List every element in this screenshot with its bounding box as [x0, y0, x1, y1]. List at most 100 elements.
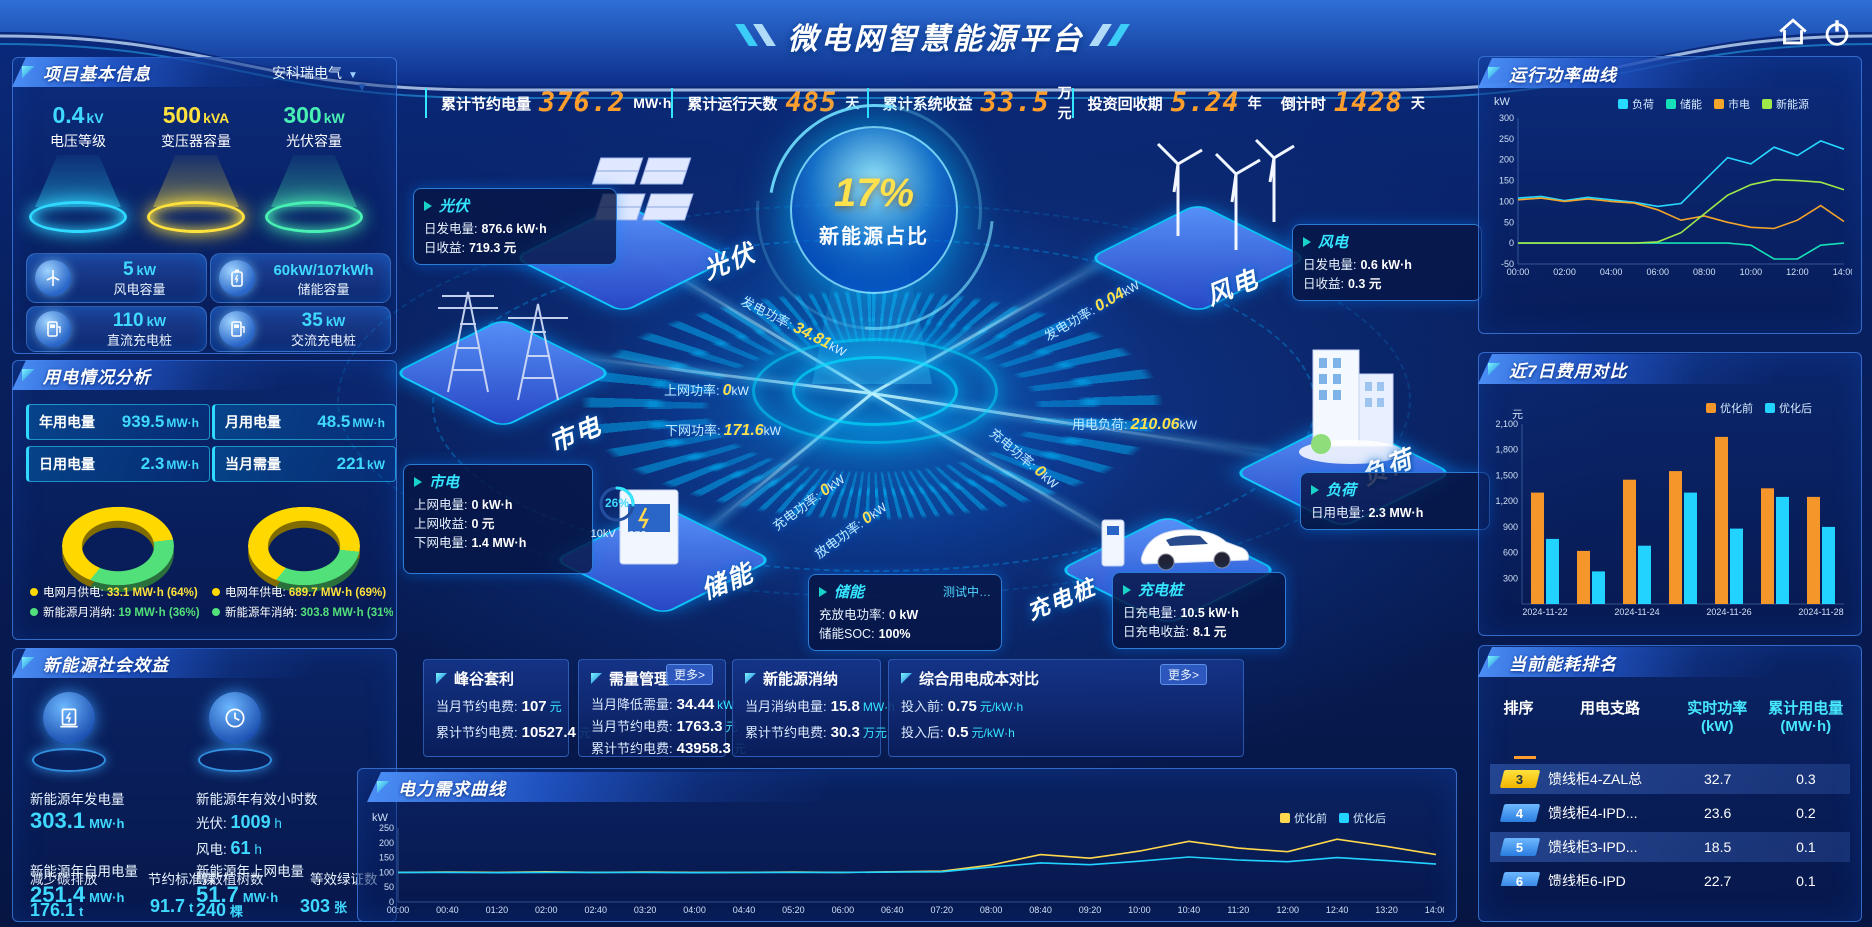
corner-icon — [591, 673, 602, 684]
svg-text:14:00: 14:00 — [1425, 905, 1444, 915]
svg-text:06:00: 06:00 — [1646, 267, 1669, 277]
legend-month-grid: 电网月供电: 33.1 MW·h (64%) — [30, 584, 210, 600]
demand-more-button[interactable]: 更多> — [666, 664, 714, 685]
svg-text:06:40: 06:40 — [881, 905, 904, 915]
grid-towers-graphic — [438, 291, 568, 401]
battery-icon — [219, 260, 255, 296]
svg-text:2024-11-24: 2024-11-24 — [1614, 607, 1659, 617]
hours-pedestal — [192, 692, 278, 772]
certs-value: 303 张 — [300, 896, 348, 916]
panel-corner-icon — [22, 66, 35, 79]
card-dc-charger: 110 kW 直流充电桩 — [26, 306, 207, 352]
card-wind-capacity: 5 kW 风电容量 — [26, 253, 207, 303]
stat-day-usage: 日用电量 2.3 MW·h — [26, 446, 210, 482]
kpi-income: 累计系统收益 33.5 万元 — [866, 85, 1072, 121]
panel-corner-icon — [22, 657, 35, 670]
panel-usage-title: 用电情况分析 — [43, 367, 151, 387]
legend-year-ne: 新能源年消纳: 303.8 MW·h (31%) — [212, 604, 393, 620]
run-power-unit: kW — [1494, 96, 1510, 108]
svg-text:10:40: 10:40 — [1178, 905, 1201, 915]
gen-year-value: 303.1 MW·h — [30, 808, 125, 833]
arrow-icon — [1311, 484, 1319, 495]
card-storage-capacity: 60kW/107kWh 储能容量 — [210, 253, 391, 303]
corner-icon — [745, 673, 756, 684]
svg-text:1,500: 1,500 — [1495, 470, 1518, 480]
svg-text:00:00: 00:00 — [387, 905, 410, 915]
table-row: 4 馈线柜4-IPD... 23.6 0.2 — [1490, 798, 1850, 828]
gen-year-label: 新能源年发电量 — [30, 792, 125, 807]
arrow-icon — [1123, 584, 1131, 595]
svg-text:06:00: 06:00 — [832, 905, 855, 915]
home-icon[interactable] — [1776, 16, 1810, 50]
svg-text:10:00: 10:00 — [1128, 905, 1151, 915]
demand-unit: kW — [372, 812, 388, 824]
cost-more-button[interactable]: 更多> — [1160, 664, 1208, 685]
table-row: 3 馈线柜4-ZAL总 32.7 0.3 — [1490, 764, 1850, 794]
wind-info-card: 风电 日发电量: 0.6 kW·h 日收益: 0.3 元 — [1292, 224, 1482, 301]
wind-turbine-icon — [35, 260, 71, 296]
ranking-rows: 3 馈线柜4-ZAL总 32.7 0.3 4 馈线柜4-IPD... 23.6 … — [1490, 764, 1850, 886]
svg-text:12:00: 12:00 — [1786, 267, 1809, 277]
stat-circle-pv: 300 kW 光伏容量 — [258, 102, 370, 233]
building-graphic — [1299, 349, 1403, 464]
svg-text:0: 0 — [389, 897, 394, 907]
new-energy-orb: 17% 新能源占比 — [790, 126, 958, 294]
svg-text:1,800: 1,800 — [1495, 445, 1518, 455]
stat-circle-voltage: 0.4 kV 电压等级 — [22, 102, 134, 233]
cost7-chart: 2,100 1,800 1,500 1,200 900 600 300 2024-11-22 2… — [1488, 418, 1852, 618]
svg-text:600: 600 — [1503, 548, 1518, 558]
charger-icon — [219, 311, 255, 347]
svg-text:13:20: 13:20 — [1375, 905, 1398, 915]
ev-car-graphic — [1101, 519, 1249, 571]
kpi-payback: 投资回收期 5.24 年 — [1071, 88, 1267, 118]
power-icon[interactable] — [1820, 16, 1854, 50]
svg-text:1,200: 1,200 — [1495, 496, 1518, 506]
kpi-run-days: 累计运行天数 485 天 — [671, 88, 866, 118]
svg-text:02:40: 02:40 — [584, 905, 607, 915]
svg-text:200: 200 — [1499, 155, 1514, 165]
run-power-chart: 300 250 200 150 100 50 0 -50 00:00 02:00 04:00 06:0… — [1488, 112, 1855, 278]
cost7-unit: 元 — [1512, 409, 1523, 421]
svg-text:04:40: 04:40 — [733, 905, 756, 915]
cost7-legend: 优化前 优化后 — [1706, 400, 1812, 416]
svg-text:300: 300 — [1499, 113, 1514, 123]
chevron-down-icon: ▼ — [348, 70, 358, 81]
storage-info-card: 储能 测试中… 充放电功率: 0 kW 储能SOC: 100% — [808, 574, 1002, 651]
panel-corner-icon — [1488, 363, 1501, 376]
wind-turbines-graphic — [1156, 138, 1295, 250]
svg-text:-50: -50 — [1501, 259, 1514, 269]
load-info-card: 负荷 日用电量: 2.3 MW·h — [1300, 472, 1490, 530]
stat-circle-transformer: 500 kVA 变压器容量 — [140, 102, 252, 233]
rank-badge: 6 — [1499, 872, 1541, 886]
kpi-saved-energy: 累计节约电量 376.2 MW·h — [425, 88, 671, 118]
demand-legend: 优化前 优化后 — [1280, 810, 1386, 826]
panel-demand-title: 电力需求曲线 — [398, 779, 506, 799]
self-use-value: 251.4 MW·h — [30, 882, 125, 907]
card-ne-consumption: 新能源消纳 当月消纳电量: 15.8 MW·h 累计节约电费: 30.3 万元 — [732, 659, 895, 757]
panel-corner-icon — [377, 781, 390, 794]
co2-label: 减少碳排放 — [30, 872, 98, 887]
panel-cost7-header: 近7日费用对比 — [1478, 354, 1782, 384]
svg-text:12:00: 12:00 — [1276, 905, 1299, 915]
rank-badge: 4 — [1499, 804, 1541, 822]
ranking-marker — [1514, 756, 1536, 759]
panel-run-power-header: 运行功率曲线 — [1478, 58, 1782, 88]
svg-text:00:40: 00:40 — [436, 905, 459, 915]
grid-info-card: 市电 上网电量: 0 kW·h 上网收益: 0 元 下网电量: 1.4 MW·h — [403, 464, 593, 574]
stat-year-usage: 年用电量 939.5 MW·h — [26, 404, 210, 440]
legend-month-ne: 新能源月消纳: 19 MW·h (36%) — [30, 604, 210, 620]
company-select[interactable]: 安科瑞电气 ▼ — [272, 63, 358, 83]
self-use-label: 新能源年自用电量 — [30, 864, 138, 879]
transformer-gauge-value: 26% — [604, 496, 630, 510]
ranking-table-header: 排序 用电支路 实时功率 (kW) 累计用电量 (MW·h) — [1503, 700, 1844, 735]
panel-corner-icon — [1488, 67, 1501, 80]
svg-text:09:20: 09:20 — [1079, 905, 1102, 915]
pv-info-card: 光伏 日发电量: 876.6 kW·h 日收益: 719.3 元 — [413, 188, 617, 265]
svg-text:08:00: 08:00 — [980, 905, 1003, 915]
panel-ranking-header: 当前能耗排名 — [1478, 647, 1782, 677]
flow-feed: 上网功率: 0kW — [664, 382, 749, 399]
svg-text:02:00: 02:00 — [535, 905, 558, 915]
